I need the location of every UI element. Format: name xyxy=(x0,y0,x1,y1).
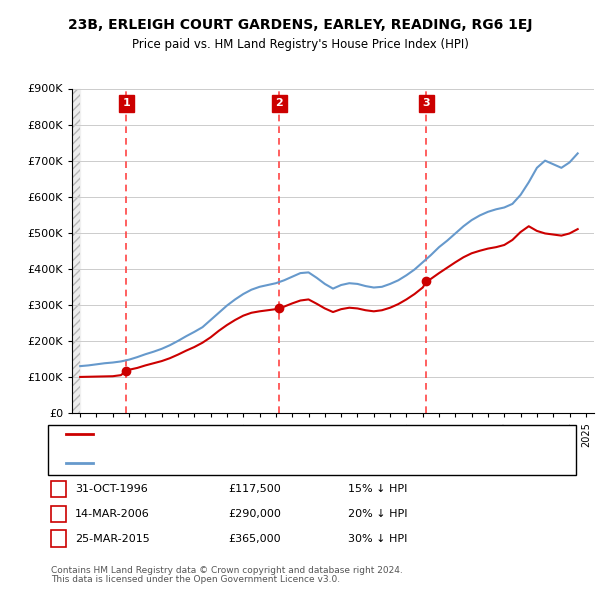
Text: 15% ↓ HPI: 15% ↓ HPI xyxy=(348,484,407,494)
Text: 2: 2 xyxy=(55,509,62,519)
Text: £290,000: £290,000 xyxy=(228,509,281,519)
Text: 3: 3 xyxy=(422,98,430,108)
Text: This data is licensed under the Open Government Licence v3.0.: This data is licensed under the Open Gov… xyxy=(51,575,340,584)
Text: 1: 1 xyxy=(55,484,62,494)
Text: Contains HM Land Registry data © Crown copyright and database right 2024.: Contains HM Land Registry data © Crown c… xyxy=(51,566,403,575)
Text: £365,000: £365,000 xyxy=(228,534,281,543)
Text: 30% ↓ HPI: 30% ↓ HPI xyxy=(348,534,407,543)
Text: Price paid vs. HM Land Registry's House Price Index (HPI): Price paid vs. HM Land Registry's House … xyxy=(131,38,469,51)
Text: 1: 1 xyxy=(122,98,130,108)
Text: 20% ↓ HPI: 20% ↓ HPI xyxy=(348,509,407,519)
Text: 2: 2 xyxy=(275,98,283,108)
Text: 23B, ERLEIGH COURT GARDENS, EARLEY, READING, RG6 1EJ: 23B, ERLEIGH COURT GARDENS, EARLEY, READ… xyxy=(68,18,532,32)
Text: 23B, ERLEIGH COURT GARDENS, EARLEY, READING, RG6 1EJ (detached house): 23B, ERLEIGH COURT GARDENS, EARLEY, READ… xyxy=(99,429,507,438)
Text: £117,500: £117,500 xyxy=(228,484,281,494)
Text: 14-MAR-2006: 14-MAR-2006 xyxy=(75,509,150,519)
Text: HPI: Average price, detached house, Wokingham: HPI: Average price, detached house, Woki… xyxy=(99,458,353,468)
Text: 3: 3 xyxy=(55,534,62,543)
Text: 31-OCT-1996: 31-OCT-1996 xyxy=(75,484,148,494)
Text: 25-MAR-2015: 25-MAR-2015 xyxy=(75,534,150,543)
Bar xyxy=(72,88,80,413)
